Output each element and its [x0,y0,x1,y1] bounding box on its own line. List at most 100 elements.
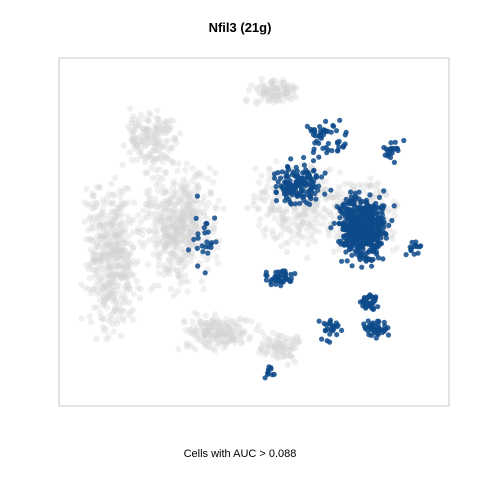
background-cell-point [199,322,206,329]
background-cell-point [267,79,275,87]
background-cell-point [192,173,199,180]
background-cell-point [275,203,283,211]
background-cell-point [288,235,296,242]
background-cell-point [120,247,128,254]
background-cell-point [186,189,193,196]
background-cell-point [169,233,177,241]
background-cell-point [259,81,266,89]
background-cell-point [156,120,164,127]
auc-cell-point [377,231,383,237]
background-cell-point [127,309,134,316]
background-cell-point [83,185,90,193]
background-cell-point [95,265,102,272]
background-cell-point [109,261,116,268]
background-cell-point [139,231,146,238]
background-cell-point [138,132,145,139]
auc-cell-point [373,205,379,211]
background-cell-point [120,274,128,281]
background-cell-point [108,315,115,323]
auc-cell-point [283,194,290,200]
auc-cell-point [313,196,319,202]
background-cell-point [110,244,117,251]
background-cell-point [160,222,167,229]
auc-cell-point [195,235,201,241]
background-cell-point [273,94,281,101]
auc-cell-point [356,189,362,195]
background-cell-point [166,264,173,271]
background-cell-point [166,199,173,207]
background-cell-point [191,329,198,336]
background-cell-point [166,250,174,257]
background-cell-point [261,233,268,240]
background-cell-point [284,239,292,246]
background-cell-point [263,89,270,96]
background-cell-point [311,207,318,214]
background-cell-point [113,258,120,265]
auc-cell-point [403,252,409,258]
background-cell-point [292,205,300,213]
background-cell-point [162,122,170,129]
background-cell-point [112,213,120,220]
background-cell-point [176,195,184,202]
background-cell-point [307,163,314,170]
background-cell-point [174,225,181,233]
background-cell-point [180,186,187,194]
background-cell-point [89,190,96,197]
background-cell-point [121,257,128,265]
background-cell-point [120,248,127,255]
background-cell-point [250,201,257,209]
background-cell-point [164,229,171,237]
auc-cell-point [391,203,397,209]
auc-cell-point [279,169,285,175]
background-cell-point [281,337,288,344]
auc-cell-point [338,238,344,244]
background-cell-point [211,327,218,334]
background-cell-point [155,270,163,277]
background-cell-point [216,331,223,338]
auc-cell-point [310,182,317,188]
auc-cell-point [372,327,378,333]
background-cell-point [114,272,122,279]
background-cell-point [92,199,100,206]
background-cell-point [138,138,145,145]
background-cell-point [126,217,133,224]
background-cell-point [175,259,182,267]
auc-cell-point [315,187,321,193]
background-cell-point [89,256,97,263]
background-cell-point [128,272,136,279]
background-cell-point [180,250,187,257]
background-cell-point [108,221,115,228]
background-cell-point [110,216,118,223]
background-cell-point [255,204,262,212]
background-cell-point [150,251,157,258]
auc-cell-point [290,187,296,193]
background-cell-point [304,219,312,226]
background-cell-point [129,229,136,236]
background-cell-point [290,85,297,93]
background-cell-point [224,339,231,346]
background-cell-point [197,337,205,344]
background-cell-point [96,239,104,246]
background-cell-point [268,92,275,99]
background-cell-point [214,331,222,338]
background-cell-point [142,134,149,141]
background-cell-point [143,127,150,134]
background-cell-point [170,244,177,251]
background-cell-point [111,220,118,227]
background-cell-point [150,134,157,142]
background-cell-point [112,303,119,311]
background-cell-point [166,257,173,264]
background-cell-point [130,199,138,206]
background-cell-point [109,298,117,305]
auc-cell-point [320,145,326,151]
auc-cell-point [324,150,330,156]
background-cell-point [98,252,105,260]
background-cell-point [270,91,277,98]
background-cell-point [85,265,93,273]
auc-cell-point [361,321,367,327]
background-cell-point [93,335,100,342]
background-cell-point [121,200,128,207]
background-cell-point [260,90,267,97]
background-cell-point [131,141,138,148]
background-cell-point [97,232,104,239]
